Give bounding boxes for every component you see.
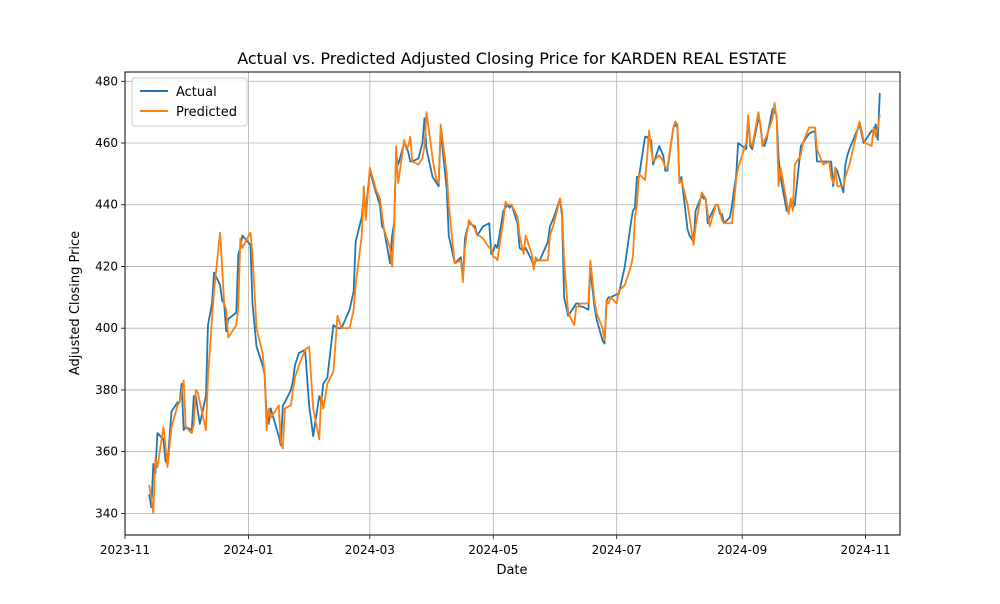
x-tick-label: 2023-11 bbox=[100, 543, 150, 557]
y-axis-ticks: 340 360 380 400 420 440 460 480 bbox=[95, 74, 125, 520]
y-tick-label: 360 bbox=[95, 445, 118, 459]
y-tick-label: 440 bbox=[95, 198, 118, 212]
y-tick-label: 400 bbox=[95, 321, 118, 335]
x-tick-label: 2024-05 bbox=[468, 543, 518, 557]
y-tick-label: 460 bbox=[95, 136, 118, 150]
x-tick-label: 2024-03 bbox=[345, 543, 395, 557]
plot-frame bbox=[124, 71, 901, 536]
x-axis-ticks: 2023-11 2024-01 2024-03 2024-05 2024-07 2024-… bbox=[100, 535, 891, 557]
y-tick-label: 480 bbox=[95, 74, 118, 88]
y-axis-label: Adjusted Closing Price bbox=[68, 231, 83, 375]
x-tick-label: 2024-01 bbox=[223, 543, 273, 557]
x-tick-label: 2024-11 bbox=[841, 543, 891, 557]
series-line-predicted bbox=[148, 101, 881, 515]
y-tick-label: 340 bbox=[95, 506, 118, 520]
grid-lines bbox=[124, 72, 900, 535]
legend: Actual Predicted bbox=[131, 77, 248, 127]
x-tick-label: 2024-09 bbox=[717, 543, 767, 557]
y-tick-label: 380 bbox=[95, 383, 118, 397]
x-tick-label: 2024-07 bbox=[592, 543, 642, 557]
legend-label-actual: Actual bbox=[176, 85, 217, 100]
x-axis-label: Date bbox=[496, 563, 527, 578]
legend-label-predicted: Predicted bbox=[176, 105, 237, 120]
y-tick-label: 420 bbox=[95, 259, 118, 273]
plot-series bbox=[148, 92, 881, 515]
chart-title: Actual vs. Predicted Adjusted Closing Pr… bbox=[237, 49, 787, 68]
